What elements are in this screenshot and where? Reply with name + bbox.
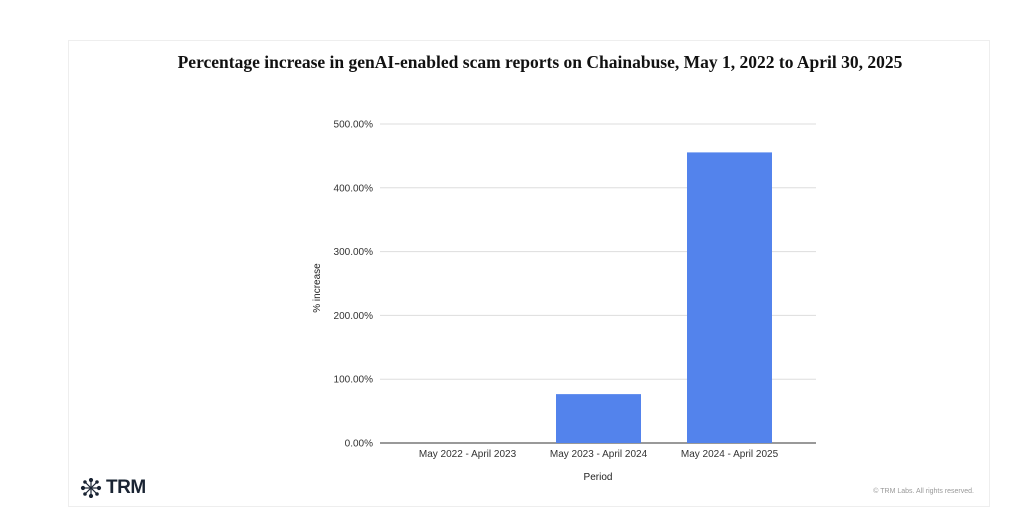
chart-title: Percentage increase in genAI-enabled sca… xyxy=(177,52,903,72)
y-tick-label: 100.00% xyxy=(334,375,374,386)
trm-logo: TRM xyxy=(80,477,146,499)
y-tick-label: 400.00% xyxy=(334,183,374,194)
logo-icon xyxy=(80,478,102,498)
y-axis-label: % increase xyxy=(312,263,323,313)
logo-text: TRM xyxy=(106,477,146,498)
x-axis-label: Period xyxy=(584,472,613,483)
chart-card xyxy=(68,40,990,507)
copyright: © TRM Labs. All rights reserved. xyxy=(873,488,974,495)
y-tick-label: 300.00% xyxy=(334,247,374,258)
x-tick-label: May 2023 - April 2024 xyxy=(550,449,648,460)
bar xyxy=(556,394,641,443)
y-tick-label: 200.00% xyxy=(334,311,374,322)
y-tick-label: 500.00% xyxy=(334,120,374,131)
bar xyxy=(687,152,772,444)
x-tick-label: May 2022 - April 2023 xyxy=(419,449,517,460)
y-tick-label: 0.00% xyxy=(345,439,373,450)
x-tick-label: May 2024 - April 2025 xyxy=(681,449,779,460)
